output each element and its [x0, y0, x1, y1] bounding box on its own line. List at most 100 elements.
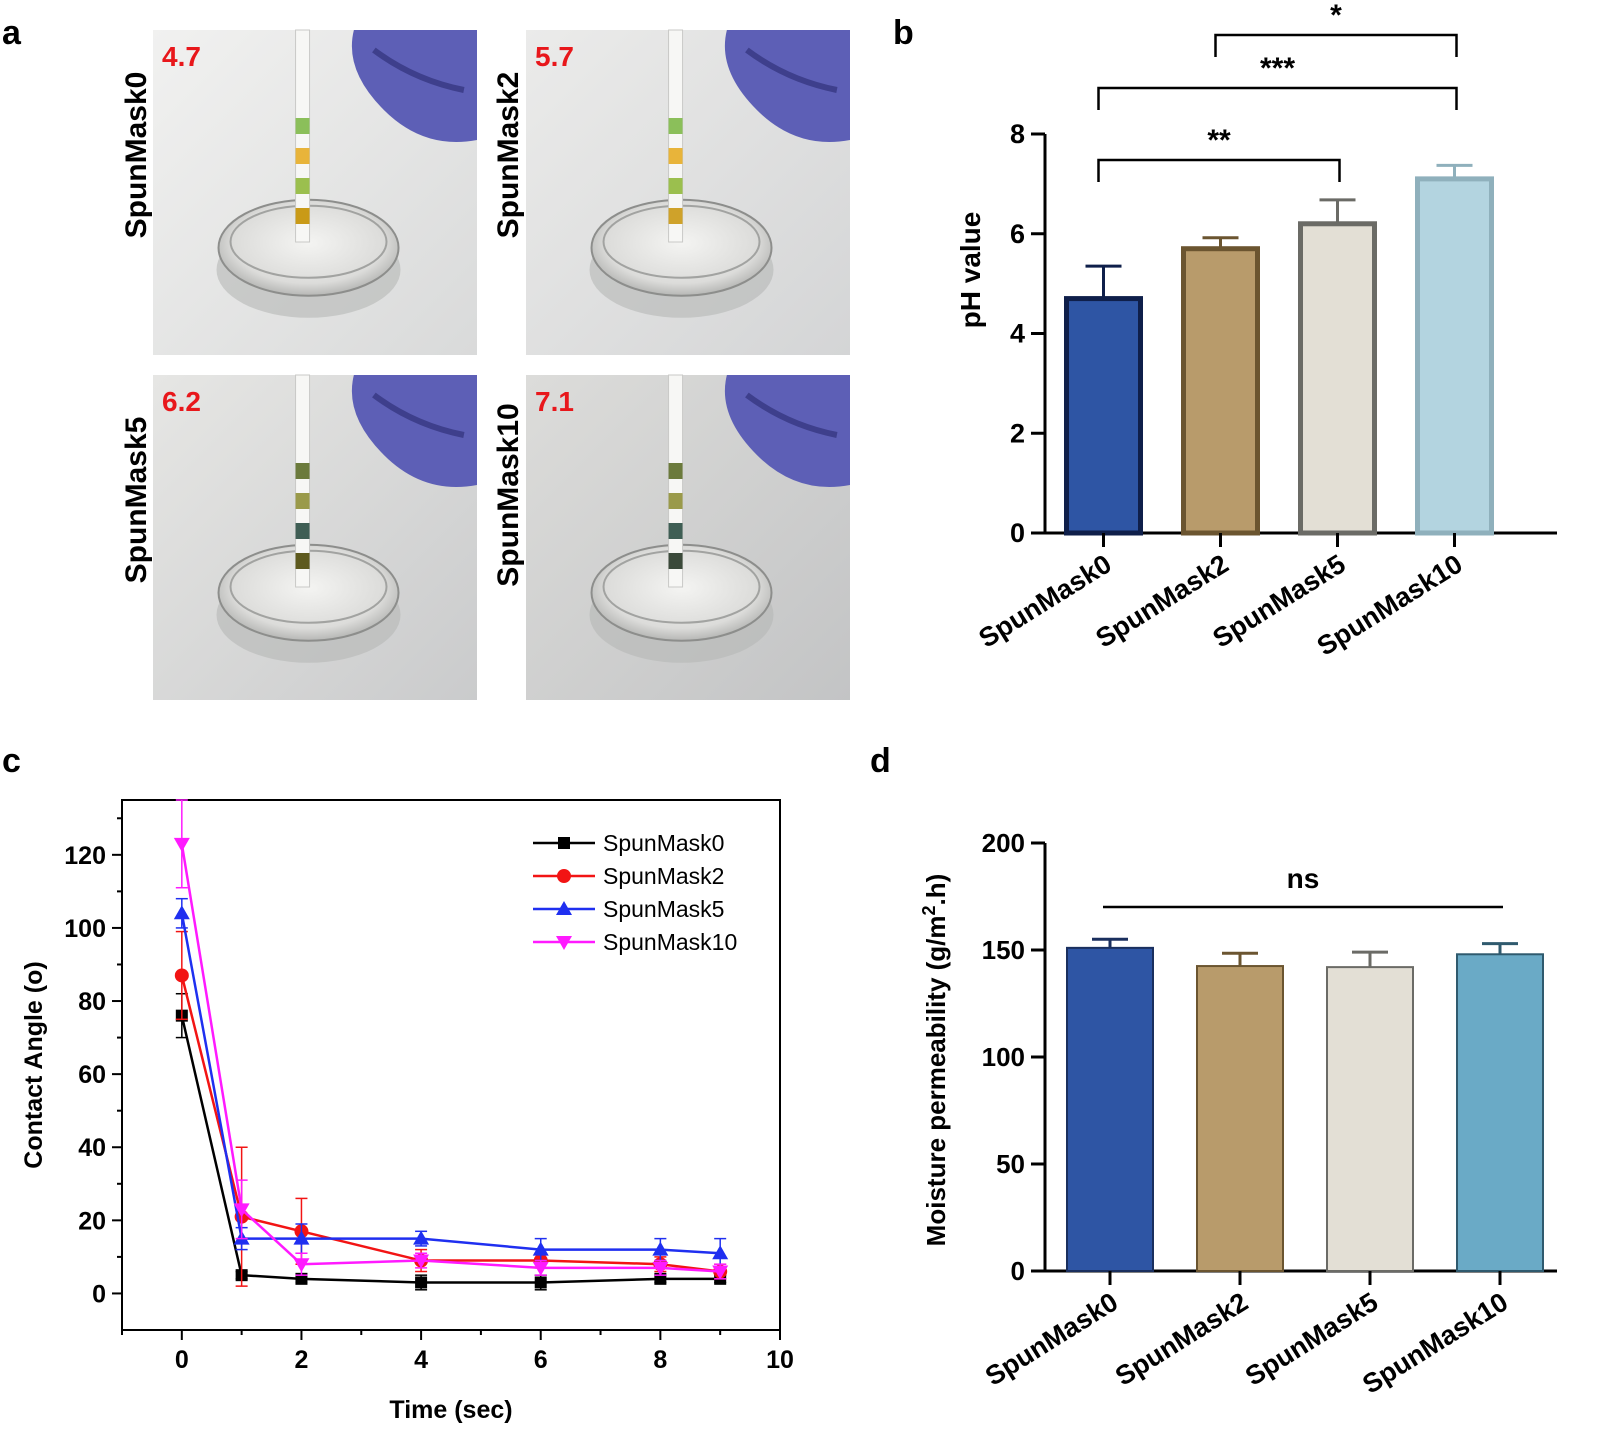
bar-spunmask5: [1298, 221, 1377, 536]
y-tick-label: 4: [1010, 319, 1025, 349]
legend-label: SpunMask0: [603, 830, 724, 856]
bar-spunmask10: [1456, 953, 1544, 1273]
series-spunmask0: [175, 992, 727, 1291]
significance-bracket: [1097, 86, 1458, 110]
photo-label: SpunMask0: [120, 72, 153, 239]
photo-spunmask2: SpunMask2 5.7: [492, 29, 850, 355]
data-point: [652, 1241, 669, 1256]
bar-spunmask10: [1415, 176, 1494, 536]
x-tick-label: SpunMask2: [1110, 1287, 1253, 1392]
panel-letter-a: a: [2, 14, 22, 52]
x-axis-label: Time (sec): [389, 1396, 512, 1424]
panel-b-ph-bar-chart: 02468SpunMask0SpunMask2SpunMask5SpunMask…: [955, 0, 1557, 662]
ph-strip-pad: [668, 493, 683, 509]
significance-label: **: [1207, 124, 1231, 157]
photo-label: SpunMask2: [492, 72, 525, 239]
ph-strip-pad: [295, 553, 310, 569]
y-axis-label-superscript: 2: [919, 905, 939, 915]
bar-spunmask5: [1326, 966, 1414, 1272]
legend-marker: [557, 869, 571, 883]
ph-strip-pad: [668, 118, 683, 134]
bar-spunmask0: [1066, 946, 1154, 1272]
ph-readout: 7.1: [535, 386, 574, 417]
glove-crease: [745, 392, 838, 438]
x-tick-label: SpunMask0: [974, 549, 1117, 654]
photo-label: SpunMask10: [492, 403, 525, 586]
glove-crease: [745, 47, 838, 93]
legend-label: SpunMask10: [603, 929, 737, 955]
x-tick-label: 0: [175, 1346, 189, 1374]
x-tick-label: 10: [766, 1346, 794, 1374]
legend-marker: [556, 936, 572, 950]
data-point: [712, 1265, 729, 1280]
ph-strip-pad: [295, 463, 310, 479]
y-tick-label: 0: [92, 1280, 106, 1308]
ph-strip-pad: [295, 118, 310, 134]
x-tick-label: SpunMask0: [980, 1287, 1123, 1392]
data-point: [293, 1230, 310, 1245]
ph-readout: 6.2: [162, 386, 201, 417]
y-tick-label: 0: [1010, 518, 1025, 548]
data-point: [532, 1241, 549, 1256]
significance-bracket: [1097, 158, 1341, 182]
panel-d-moisture-bar-chart: 050100150200SpunMask0SpunMask2SpunMask5S…: [919, 828, 1557, 1400]
legend-marker: [556, 901, 572, 915]
photo-spunmask5: SpunMask5 6.2: [120, 374, 477, 700]
legend-label: SpunMask2: [603, 863, 724, 889]
data-point: [652, 1261, 669, 1276]
y-axis-label-end: .h): [921, 874, 951, 906]
y-axis-label: pH value: [955, 212, 986, 329]
ph-strip-pad: [295, 523, 310, 539]
ph-strip-pad: [295, 493, 310, 509]
legend: SpunMask0 SpunMask2 SpunMask5 SpunMask10: [533, 830, 737, 955]
series-line: [180, 913, 721, 1255]
significance-bracket: [1214, 33, 1458, 57]
x-tick-label: 6: [534, 1346, 548, 1374]
series-spunmask2: [174, 930, 728, 1287]
y-axis-label: Moisture permeability (g/m2.h): [919, 874, 951, 1247]
y-tick-label: 80: [78, 988, 106, 1016]
significance-label: *: [1330, 0, 1342, 32]
y-tick-label: 60: [78, 1061, 106, 1089]
legend-marker: [558, 837, 570, 849]
y-tick-label: 8: [1010, 119, 1025, 149]
glove-crease: [372, 47, 465, 93]
y-tick-label: 6: [1010, 219, 1025, 249]
y-tick-label: 40: [78, 1134, 106, 1162]
photo-spunmask10: SpunMask10 7.1: [492, 374, 850, 700]
series-spunmask10: [173, 799, 729, 1280]
data-point: [712, 1245, 729, 1260]
bar-spunmask0: [1064, 296, 1143, 536]
data-point: [233, 1203, 250, 1218]
significance-label: ***: [1260, 52, 1295, 85]
bar-spunmask2: [1181, 246, 1260, 536]
ph-strip-pad: [668, 463, 683, 479]
ph-strip-pad: [668, 178, 683, 194]
ph-readout: 4.7: [162, 41, 201, 72]
ph-strip-pad: [668, 208, 683, 224]
y-tick-label: 100: [982, 1042, 1025, 1072]
y-tick-label: 50: [996, 1149, 1025, 1179]
y-tick-label: 200: [982, 828, 1025, 858]
legend-label: SpunMask5: [603, 896, 724, 922]
photo-spunmask0: SpunMask0 4.7: [120, 29, 477, 355]
y-axis-label: Contact Angle (o): [20, 961, 48, 1168]
ph-strip-pad: [295, 178, 310, 194]
y-tick-label: 150: [982, 935, 1025, 965]
panel-letter-d: d: [870, 742, 891, 780]
x-tick-label: SpunMask10: [1357, 1287, 1513, 1400]
panel-letter-b: b: [893, 14, 914, 52]
ph-strip-pad: [668, 553, 683, 569]
data-point: [532, 1261, 549, 1276]
panel-a-photo-grid: SpunMask04.7SpunMask25.7SpunMask56.2Spun…: [120, 29, 850, 700]
data-point: [534, 1276, 547, 1289]
ph-strip-pad: [295, 148, 310, 164]
plot-frame: [121, 799, 781, 1331]
data-point: [293, 1258, 310, 1273]
y-tick-label: 120: [64, 842, 106, 870]
data-point: [174, 968, 189, 983]
x-tick-label: 2: [295, 1346, 309, 1374]
glove-crease: [372, 392, 465, 438]
